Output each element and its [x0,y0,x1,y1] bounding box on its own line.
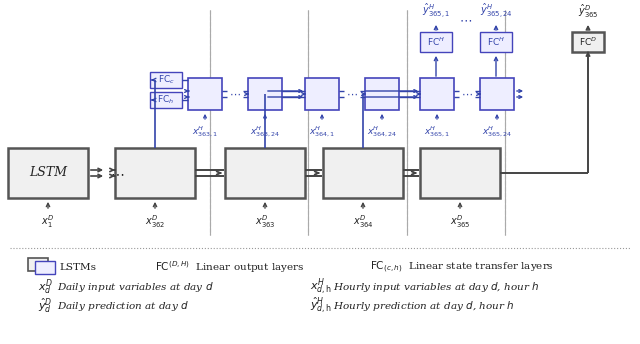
Text: $x_{365,1}^H$: $x_{365,1}^H$ [424,124,450,139]
Text: $x_{364}^D$: $x_{364}^D$ [353,213,373,230]
Text: $\hat{y}_d^D$: $\hat{y}_d^D$ [38,297,52,315]
Text: Hourly prediction at day $d$, hour $h$: Hourly prediction at day $d$, hour $h$ [333,299,515,313]
Text: $x_{364,24}^H$: $x_{364,24}^H$ [367,124,397,139]
Text: $\mathrm{FC}^D$: $\mathrm{FC}^D$ [579,36,597,48]
Text: $x_d^D$: $x_d^D$ [38,277,53,297]
Text: $\mathrm{FC}^H$: $\mathrm{FC}^H$ [427,36,445,48]
Bar [248,78,282,110]
Text: $x_{362}^D$: $x_{362}^D$ [145,213,165,230]
Text: $\mathrm{FC}^{(D,H)}$  Linear output layers: $\mathrm{FC}^{(D,H)}$ Linear output laye… [155,259,305,275]
Text: $\hat{y}_{365}^D$: $\hat{y}_{365}^D$ [578,3,598,20]
Text: $x_{365}^D$: $x_{365}^D$ [450,213,470,230]
Bar [35,261,55,274]
Text: $\cdots$: $\cdots$ [110,166,124,180]
Bar [150,92,182,108]
Text: $x_{363,1}^H$: $x_{363,1}^H$ [192,124,218,139]
Bar [115,148,195,198]
Text: Hourly input variables at day $d$, hour $h$: Hourly input variables at day $d$, hour … [333,280,539,294]
Bar [420,148,500,198]
Bar [480,32,512,52]
Bar [305,78,339,110]
Text: $\hat{y}_{365,24}^H$: $\hat{y}_{365,24}^H$ [479,1,513,20]
Bar [188,78,222,110]
Text: $\cdots$: $\cdots$ [461,89,473,99]
Bar [225,148,305,198]
Text: $x_{364,1}^H$: $x_{364,1}^H$ [309,124,335,139]
Text: $\hat{y}_{365,1}^H$: $\hat{y}_{365,1}^H$ [422,1,450,20]
Bar [28,258,48,271]
Text: Daily prediction at day $d$: Daily prediction at day $d$ [57,299,189,313]
Bar [420,78,454,110]
Bar [8,148,88,198]
Bar [150,72,182,88]
Text: $\mathrm{FC}_c$: $\mathrm{FC}_c$ [157,74,175,86]
Text: LSTM: LSTM [29,166,67,180]
Text: $\mathrm{FC}_{(c,h)}$  Linear state transfer layers: $\mathrm{FC}_{(c,h)}$ Linear state trans… [370,259,554,275]
Bar [572,32,604,52]
Text: $\cdots$: $\cdots$ [346,89,358,99]
Text: $\mathrm{FC}^H$: $\mathrm{FC}^H$ [487,36,505,48]
Text: $x_{365,24}^H$: $x_{365,24}^H$ [482,124,512,139]
Text: $x_1^D$: $x_1^D$ [42,213,54,230]
Text: $x_{363}^D$: $x_{363}^D$ [255,213,275,230]
Text: Daily input variables at day $d$: Daily input variables at day $d$ [57,280,214,294]
Text: $\cdots$: $\cdots$ [460,13,472,26]
Text: $x_{d,\mathrm{h}}^H$: $x_{d,\mathrm{h}}^H$ [310,277,332,298]
Text: $x_{363,24}^H$: $x_{363,24}^H$ [250,124,280,139]
Bar [480,78,514,110]
Text: $\cdots$: $\cdots$ [229,89,241,99]
Text: $\mathrm{FC}_h$: $\mathrm{FC}_h$ [157,94,175,106]
Text: LSTMs: LSTMs [59,262,96,271]
Bar [365,78,399,110]
Text: $\hat{y}_{d,\mathrm{h}}^H$: $\hat{y}_{d,\mathrm{h}}^H$ [310,296,332,316]
Bar [323,148,403,198]
Bar [420,32,452,52]
